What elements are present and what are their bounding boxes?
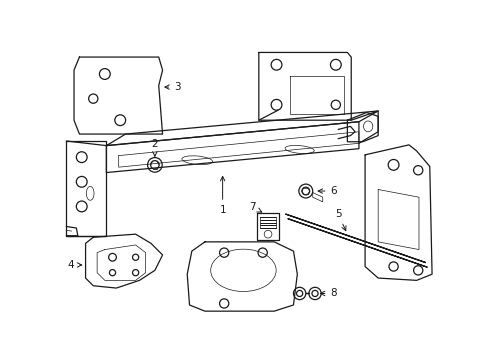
Text: 5: 5 (335, 209, 346, 231)
Text: 2: 2 (151, 139, 158, 156)
Text: 3: 3 (165, 82, 181, 92)
Text: 1: 1 (220, 176, 226, 215)
Text: 8: 8 (320, 288, 337, 298)
Text: 4: 4 (68, 260, 82, 270)
Text: 7: 7 (249, 202, 262, 212)
Text: 6: 6 (318, 186, 337, 196)
